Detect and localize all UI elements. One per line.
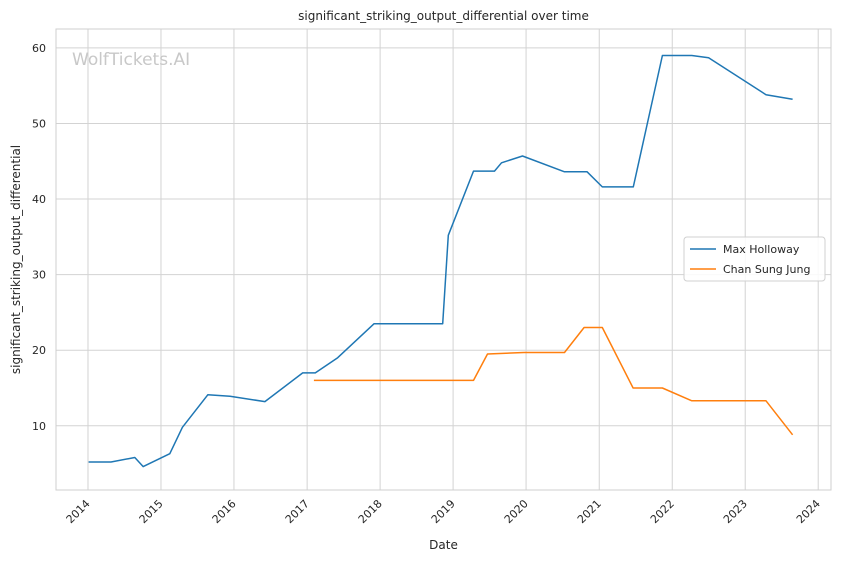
y-tick-label: 30 — [32, 269, 46, 282]
series-1-point — [142, 465, 144, 467]
y-tick-label: 10 — [32, 420, 46, 433]
series-1-point — [765, 94, 767, 96]
series-2-point — [472, 379, 474, 381]
series-1-point — [264, 400, 266, 402]
series-1-point — [500, 162, 502, 164]
chart-legend: Max Holloway Chan Sung Jung — [683, 236, 826, 282]
series-2-point — [632, 387, 634, 389]
series-1-point — [207, 394, 209, 396]
series-1-point — [661, 54, 663, 56]
series-line-2 — [313, 326, 794, 436]
y-tick-label: 50 — [32, 117, 46, 130]
series-1-point — [472, 170, 474, 172]
y-tick-label: 60 — [32, 42, 46, 55]
series-1-point — [229, 395, 231, 397]
watermark-text: WolfTickets.AI — [72, 50, 190, 70]
series-1-point — [493, 170, 495, 172]
series-2-point — [601, 326, 603, 328]
series-2-point — [563, 351, 565, 353]
series-1-point — [521, 155, 523, 157]
plot-area-frame — [55, 28, 832, 491]
series-2-point — [661, 387, 663, 389]
y-axis-ticks: 10 20 30 40 50 60 — [32, 42, 46, 433]
series-1-point — [373, 323, 375, 325]
y-axis-title: significant_striking_output_differential — [9, 145, 23, 374]
y-tick-label: 20 — [32, 344, 46, 357]
series-1-point — [791, 98, 793, 100]
series-1-point — [302, 372, 304, 374]
series-1-point — [586, 171, 588, 173]
series-2-point — [583, 326, 585, 328]
x-axis-title: Date — [429, 538, 458, 552]
series-1-point — [110, 461, 112, 463]
series-2-point — [377, 379, 379, 381]
series-1-point — [181, 426, 183, 428]
series-2-point — [707, 400, 709, 402]
legend-label: Chan Sung Jung — [723, 263, 810, 276]
series-1-point — [632, 186, 634, 188]
series-2-point — [523, 351, 525, 353]
series-1-point — [337, 357, 339, 359]
series-1-point — [563, 171, 565, 173]
chart-title: significant_striking_output_differential… — [298, 9, 589, 23]
series-2-point — [486, 353, 488, 355]
series-1-point — [601, 186, 603, 188]
series-1-point — [134, 456, 136, 458]
series-1-point — [314, 372, 316, 374]
series-2-point — [791, 434, 793, 436]
series-1-point — [447, 234, 449, 236]
series-layer — [87, 54, 794, 468]
series-2-point — [691, 400, 693, 402]
series-1-point — [169, 453, 171, 455]
series-2-point — [313, 379, 315, 381]
series-1-point — [707, 57, 709, 59]
series-line-1 — [88, 54, 793, 468]
y-tick-label: 40 — [32, 193, 46, 206]
series-1-point — [691, 54, 693, 56]
series-2-point — [765, 400, 767, 402]
legend-label: Max Holloway — [723, 243, 800, 256]
series-1-point — [87, 461, 89, 463]
series-1-point — [442, 323, 444, 325]
legend-box — [683, 236, 826, 282]
